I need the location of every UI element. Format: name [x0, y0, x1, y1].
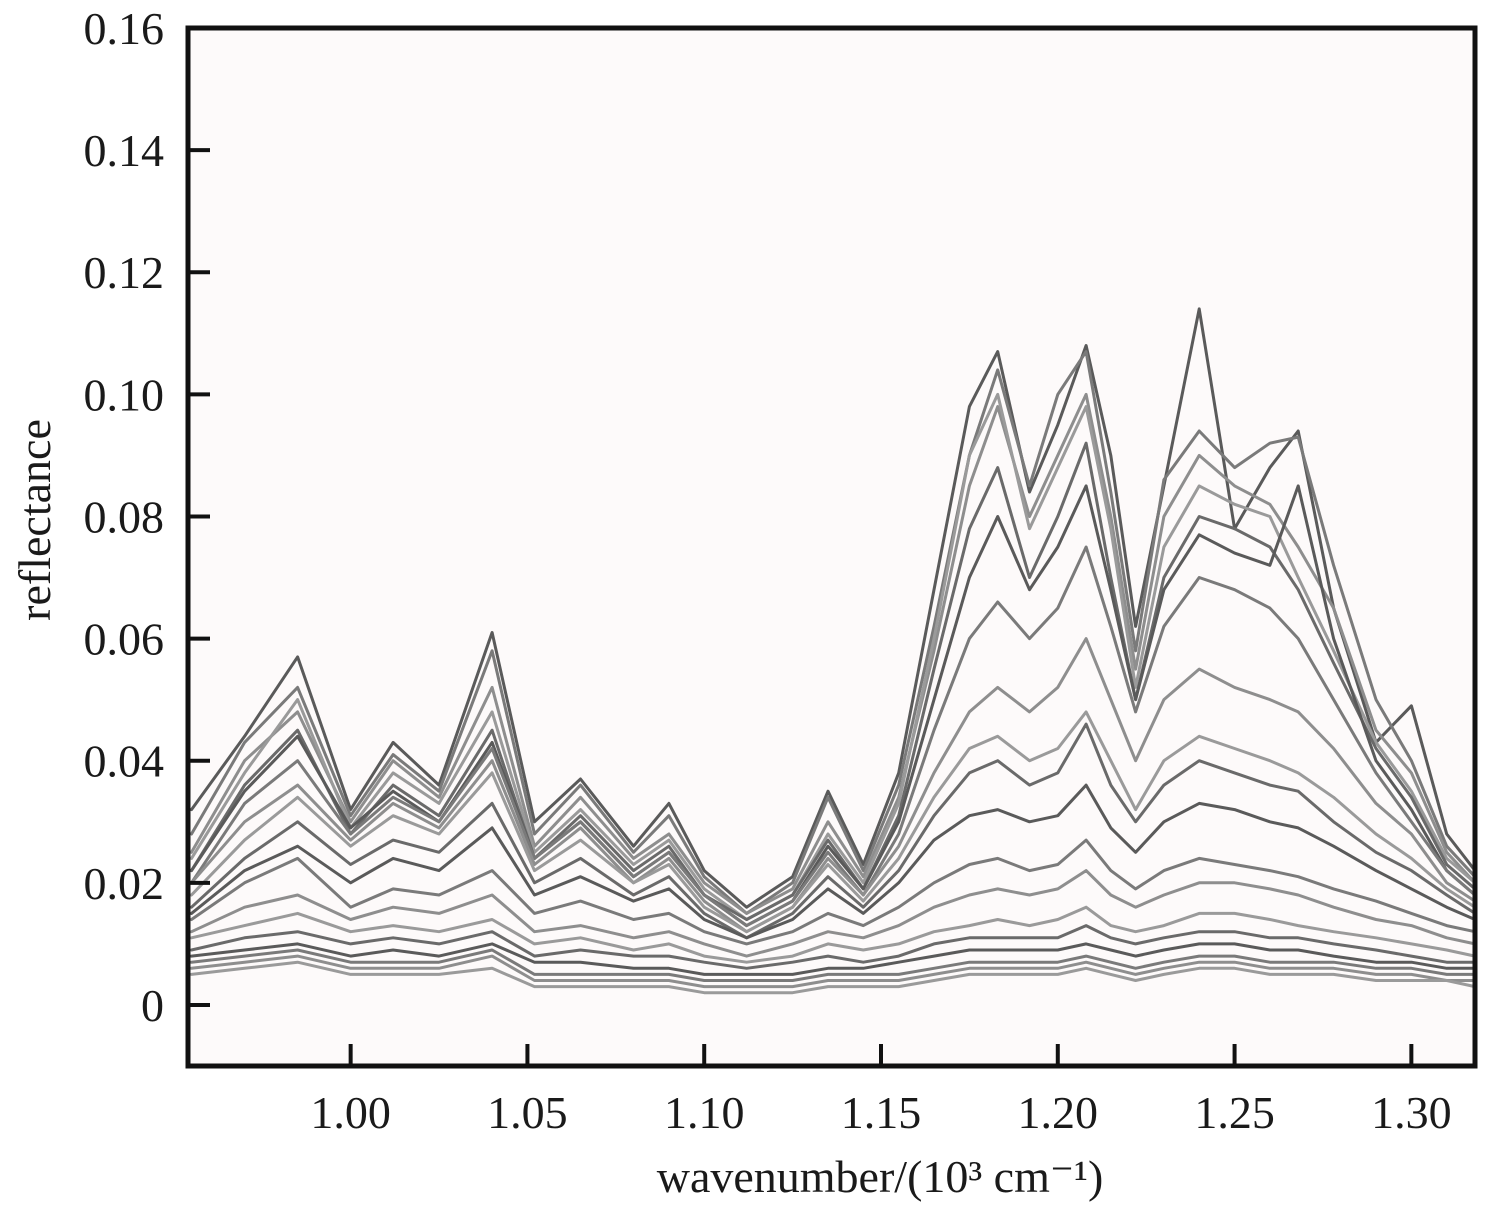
plot-frame [185, 25, 1478, 1069]
spectrum-line-6 [190, 484, 1477, 928]
y-tick-label: 0.16 [84, 3, 165, 54]
y-tick-label: 0.08 [84, 491, 165, 542]
spectrum-line-9 [190, 710, 1477, 934]
spectrum-line-3 [190, 392, 1477, 915]
x-axis-title: wavenumber/(10³ cm⁻¹) [657, 1151, 1104, 1202]
y-axis-title: reflectance [9, 419, 60, 621]
y-tick-label: 0.14 [84, 125, 165, 176]
x-tick-label: 1.15 [841, 1087, 922, 1138]
spectrum-line-13 [190, 869, 1477, 958]
y-tick-label: 0.12 [84, 247, 165, 298]
spectrum-line-5 [190, 441, 1477, 921]
spectrum-line-19 [190, 960, 1477, 995]
y-tick-label: 0.06 [84, 614, 165, 665]
spectrum-line-17 [190, 948, 1477, 982]
spectrum-line-1 [190, 307, 1477, 909]
spectrum-line-16 [190, 942, 1477, 976]
y-tick-label: 0.02 [84, 858, 165, 909]
spectrum-line-12 [190, 838, 1477, 946]
y-axis: 0 0.02 0.04 0.06 0.08 0.10 0.12 0.14 0.16 [84, 3, 210, 1031]
spectrum-line-11 [190, 783, 1477, 940]
spectrum-line-2 [190, 350, 1477, 915]
spectrum-line-15 [190, 924, 1477, 970]
y-tick-label: 0.04 [84, 736, 165, 787]
spectrum-line-7 [190, 545, 1477, 928]
spectrum-line-10 [190, 722, 1477, 940]
x-tick-label: 1.30 [1371, 1087, 1452, 1138]
x-tick-label: 1.05 [487, 1087, 568, 1138]
spectrum-line-18 [190, 954, 1477, 989]
x-tick-label: 1.10 [664, 1087, 745, 1138]
x-tick-label: 1.00 [310, 1087, 391, 1138]
series-layer [190, 307, 1477, 995]
spectrum-line-14 [190, 905, 1477, 964]
y-tick-label: 0.10 [84, 369, 165, 420]
y-tick-label: 0 [141, 980, 164, 1031]
x-axis: 1.00 1.05 1.10 1.15 1.20 1.25 1.30 [310, 1044, 1452, 1138]
x-tick-label: 1.25 [1194, 1087, 1275, 1138]
x-tick-label: 1.20 [1018, 1087, 1099, 1138]
spectrum-line-8 [190, 637, 1477, 934]
